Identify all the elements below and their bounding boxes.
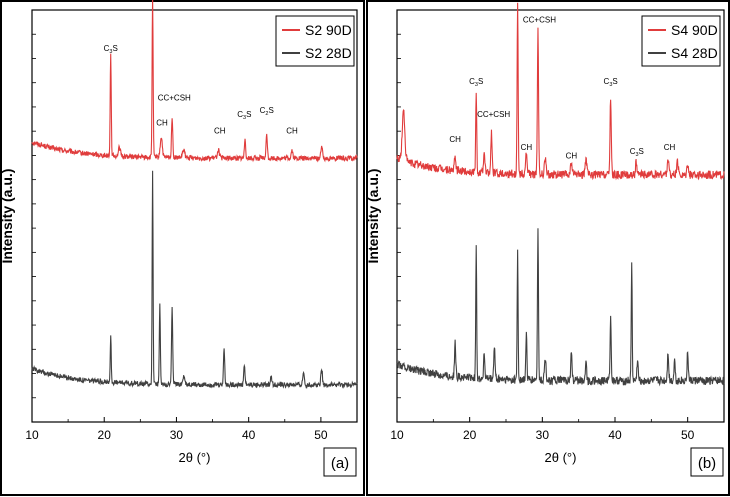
peak-annotation: CH — [214, 127, 226, 136]
peak-annotation: CH — [521, 143, 533, 152]
plot-area — [396, 9, 725, 423]
legend-entry: S4 28D — [671, 45, 718, 61]
peak-annotation: C3S — [630, 147, 644, 158]
peak-annotation: CH — [664, 143, 676, 152]
panel-label-box — [690, 447, 724, 477]
peak-annotation: CC+CSH — [477, 110, 510, 119]
peak-annotation: CC+CSH — [158, 94, 191, 103]
x-tick-label: 40 — [242, 428, 256, 442]
legend-box — [641, 15, 721, 67]
x-tick-label: 40 — [608, 428, 622, 442]
x-tick-label: 50 — [681, 428, 695, 442]
panel-label: (a) — [331, 455, 349, 472]
x-tick-label: 30 — [536, 428, 550, 442]
series-line-0 — [31, 0, 358, 163]
x-tick-label: 10 — [390, 428, 404, 442]
peak-annotation: CH — [156, 118, 168, 127]
series-line-1 — [396, 228, 725, 387]
panel-a-border — [0, 0, 365, 496]
series-line-0 — [396, 2, 725, 181]
x-tick-label: 50 — [314, 428, 328, 442]
peak-annotation: CC+CSH — [523, 15, 556, 24]
peak-annotation: C3S — [237, 110, 251, 121]
peak-annotation: C2S — [260, 106, 274, 117]
plot-area — [31, 9, 358, 423]
legend-entry: S2 28D — [305, 45, 352, 61]
panel-label-box — [323, 447, 357, 477]
x-tick-label: 30 — [170, 428, 184, 442]
legend-entry: S2 90D — [305, 22, 352, 38]
x-axis-label: 2θ (°) — [545, 450, 577, 465]
peak-annotation: C3S — [104, 44, 118, 55]
panel-b: 10 20 30 40 50 2θ (°) Intensity (a.u.) (b) C3S CH… — [365, 2, 725, 477]
y-axis-label: Intensity (a.u.) — [365, 169, 381, 264]
series-line-1 — [31, 170, 358, 390]
peak-annotation: CH — [566, 151, 578, 160]
legend-entry: S4 90D — [671, 22, 718, 38]
peak-annotation: CH — [449, 135, 461, 144]
peak-annotation: C3S — [604, 77, 618, 88]
peak-annotation: CH — [286, 127, 298, 136]
panel-a: 10 20 30 40 50 2θ (°) Intensity (a.u.) (a) C3S C2… — [0, 0, 358, 477]
x-tick-label: 10 — [25, 428, 39, 442]
x-tick-label: 20 — [98, 428, 112, 442]
panel-label: (b) — [698, 455, 716, 472]
y-axis-label: Intensity (a.u.) — [0, 169, 15, 264]
x-tick-label: 20 — [463, 428, 477, 442]
panel-b-border — [366, 0, 730, 496]
x-axis-label: 2θ (°) — [179, 450, 211, 465]
legend-box — [275, 15, 355, 67]
peak-annotation: C3S — [469, 77, 483, 88]
